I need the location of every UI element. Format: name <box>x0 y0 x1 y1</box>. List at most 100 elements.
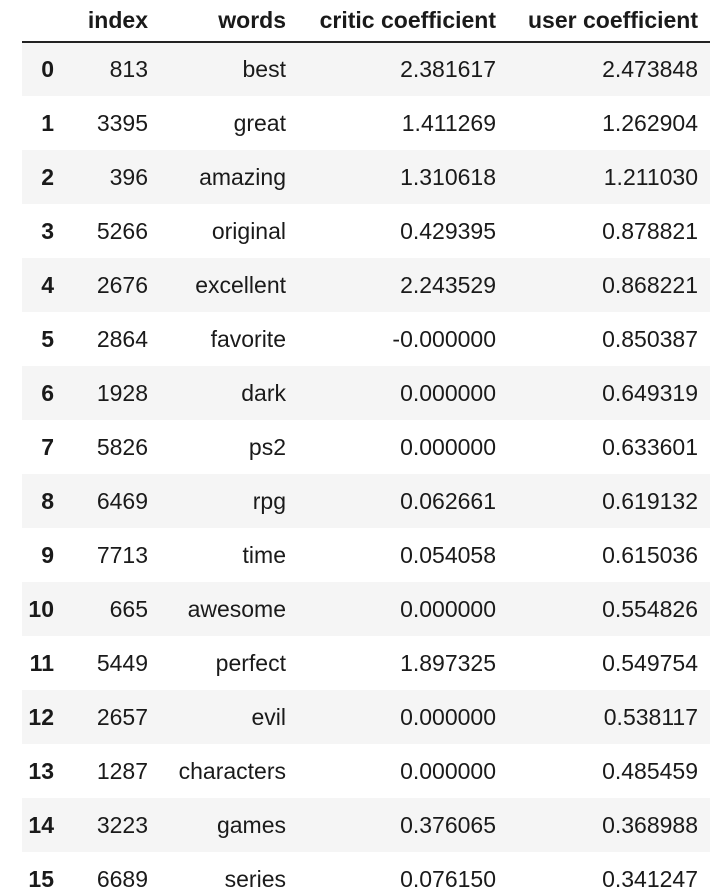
table-row: 0 813 best 2.381617 2.473848 <box>22 42 710 96</box>
critic-coefficient-cell: 0.000000 <box>400 433 496 460</box>
user-coefficient-cell: 2.473848 <box>602 56 698 82</box>
critic-coefficient-cell: 2.243529 <box>400 271 496 298</box>
critic-coefficient-cell: -0.000000 <box>392 325 496 352</box>
critic-coefficient-cell: 0.076150 <box>400 865 496 892</box>
table-row: 10 665 awesome 0.000000 0.554826 <box>22 582 710 636</box>
user-coefficient-cell: 0.649319 <box>602 379 698 406</box>
word-cell: evil <box>251 703 286 730</box>
index-cell: 6689 <box>96 865 148 892</box>
row-index-cell: 13 <box>28 757 54 784</box>
user-coefficient-cell: 0.615036 <box>602 541 698 568</box>
critic-coefficient-cell: 1.310618 <box>400 163 496 190</box>
word-cell: great <box>233 109 286 136</box>
user-coefficient-cell: 0.619132 <box>602 487 698 514</box>
column-header-critic-coefficient: critic coefficient <box>298 0 508 43</box>
table-row: 13 1287 characters 0.000000 0.485459 <box>22 744 710 798</box>
table-row: 12 2657 evil 0.000000 0.538117 <box>22 690 710 744</box>
word-cell: time <box>242 541 286 568</box>
user-coefficient-cell: 0.633601 <box>602 433 698 460</box>
user-coefficient-cell: 0.878821 <box>602 217 698 244</box>
table-row: 2 396 amazing 1.310618 1.211030 <box>22 150 710 204</box>
table-row: 14 3223 games 0.376065 0.368988 <box>22 798 710 852</box>
table-row: 8 6469 rpg 0.062661 0.619132 <box>22 474 710 528</box>
index-cell: 665 <box>109 595 148 622</box>
column-header-row-index <box>22 0 66 43</box>
user-coefficient-cell: 0.554826 <box>602 595 698 622</box>
critic-coefficient-cell: 0.000000 <box>400 595 496 622</box>
row-index-cell: 4 <box>41 271 54 298</box>
table-row: 15 6689 series 0.076150 0.341247 <box>22 852 710 892</box>
index-cell: 5826 <box>96 433 148 460</box>
word-cell: amazing <box>199 163 286 190</box>
table-row: 6 1928 dark 0.000000 0.649319 <box>22 366 710 420</box>
word-cell: games <box>216 811 286 838</box>
table-row: 7 5826 ps2 0.000000 0.633601 <box>22 420 710 474</box>
word-cell: excellent <box>195 271 286 298</box>
row-index-cell: 0 <box>41 56 54 82</box>
table-header: index words critic coefficient user coef… <box>22 0 710 43</box>
index-cell: 5266 <box>96 217 148 244</box>
user-coefficient-cell: 0.538117 <box>603 703 698 730</box>
column-header-user-coefficient: user coefficient <box>508 0 710 43</box>
row-index-cell: 7 <box>41 433 54 460</box>
word-cell: series <box>224 865 286 892</box>
index-cell: 2676 <box>96 271 148 298</box>
word-cell: best <box>242 56 286 82</box>
row-index-cell: 6 <box>41 379 54 406</box>
critic-coefficient-cell: 0.000000 <box>400 757 496 784</box>
word-cell: favorite <box>210 325 286 352</box>
word-cell: awesome <box>187 595 286 622</box>
table-row: 4 2676 excellent 2.243529 0.868221 <box>22 258 710 312</box>
user-coefficient-cell: 0.368988 <box>602 811 698 838</box>
row-index-cell: 14 <box>28 811 54 838</box>
critic-coefficient-cell: 0.429395 <box>400 217 496 244</box>
critic-coefficient-cell: 2.381617 <box>400 56 496 82</box>
table-row: 9 7713 time 0.054058 0.615036 <box>22 528 710 582</box>
row-index-cell: 12 <box>28 703 54 730</box>
word-cell: characters <box>178 757 286 784</box>
table-row: 3 5266 original 0.429395 0.878821 <box>22 204 710 258</box>
word-cell: perfect <box>215 649 286 676</box>
user-coefficient-cell: 1.211030 <box>603 163 698 190</box>
index-cell: 1928 <box>96 379 148 406</box>
row-index-cell: 9 <box>41 541 54 568</box>
column-header-words: words <box>160 0 298 43</box>
word-cell: dark <box>241 379 286 406</box>
column-header-index: index <box>66 0 160 43</box>
critic-coefficient-cell: 0.000000 <box>400 703 496 730</box>
row-index-cell: 15 <box>28 865 54 892</box>
user-coefficient-cell: 0.341247 <box>602 865 698 892</box>
user-coefficient-cell: 0.485459 <box>602 757 698 784</box>
index-cell: 6469 <box>96 487 148 514</box>
index-cell: 1287 <box>96 757 148 784</box>
index-cell: 813 <box>109 56 148 82</box>
critic-coefficient-cell: 0.054058 <box>400 541 496 568</box>
index-cell: 2657 <box>96 703 148 730</box>
critic-coefficient-cell: 0.376065 <box>400 811 496 838</box>
user-coefficient-cell: 0.868221 <box>602 271 698 298</box>
critic-coefficient-cell: 0.000000 <box>400 379 496 406</box>
table-row: 5 2864 favorite -0.000000 0.850387 <box>22 312 710 366</box>
table-row: 11 5449 perfect 1.897325 0.549754 <box>22 636 710 690</box>
header-row: index words critic coefficient user coef… <box>22 0 710 43</box>
index-cell: 396 <box>109 163 148 190</box>
index-cell: 7713 <box>96 541 148 568</box>
index-cell: 3223 <box>96 811 148 838</box>
critic-coefficient-cell: 1.411269 <box>401 109 496 136</box>
dataframe-table: index words critic coefficient user coef… <box>22 0 710 892</box>
row-index-cell: 3 <box>41 217 54 244</box>
user-coefficient-cell: 0.850387 <box>602 325 698 352</box>
index-cell: 2864 <box>96 325 148 352</box>
row-index-cell: 5 <box>41 325 54 352</box>
word-cell: original <box>211 217 286 244</box>
critic-coefficient-cell: 0.062661 <box>400 487 496 514</box>
index-cell: 3395 <box>96 109 148 136</box>
index-cell: 5449 <box>96 649 148 676</box>
table-row: 1 3395 great 1.411269 1.262904 <box>22 96 710 150</box>
row-index-cell: 10 <box>28 595 54 622</box>
row-index-cell: 2 <box>41 163 54 190</box>
word-cell: rpg <box>252 487 286 514</box>
row-index-cell: 1 <box>41 109 54 136</box>
word-cell: ps2 <box>248 433 286 460</box>
